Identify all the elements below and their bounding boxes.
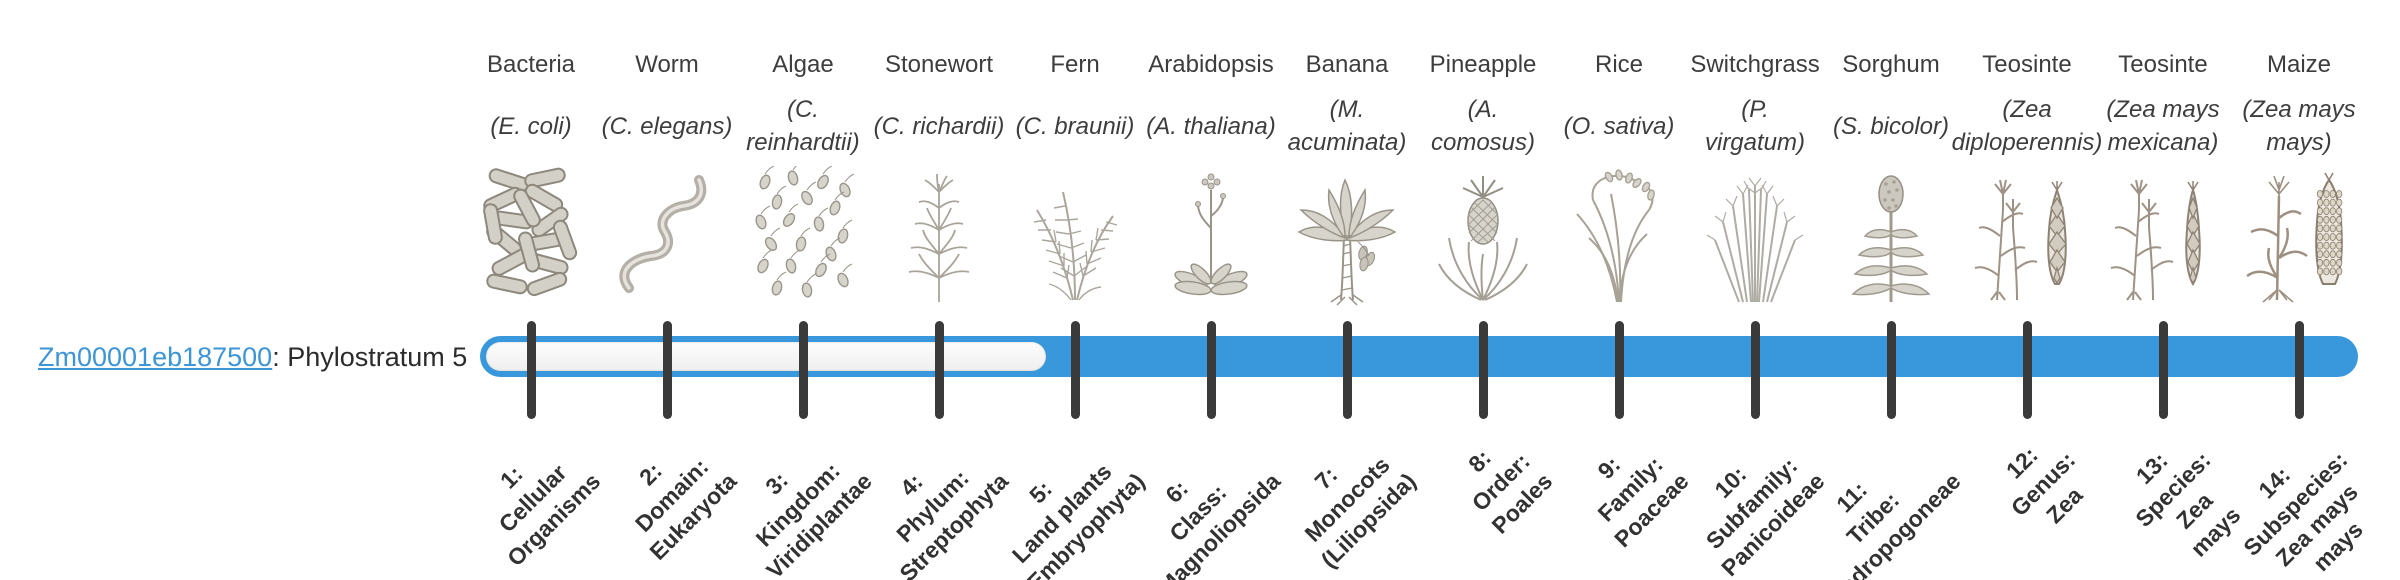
switchgrass-icon xyxy=(1687,164,1823,306)
stratum-tick-mark xyxy=(2022,321,2032,419)
stratum-label: 3: Kingdom: Viridiplantae xyxy=(751,457,878,580)
organism-scientific-name-text: (C. braunii) xyxy=(1015,112,1135,140)
stratum-tick-mark xyxy=(2294,321,2304,419)
stratum-tick-mark xyxy=(798,321,808,419)
organism-scientific-name: (A. thaliana) xyxy=(1131,84,1291,168)
maize-icon xyxy=(2231,164,2367,306)
organism-scientific-name-text: (Zea diploperennis) xyxy=(1951,96,2103,156)
organism-scientific-name: (S. bicolor) xyxy=(1811,84,1971,168)
organism-scientific-name-text: (M. acuminata) xyxy=(1287,96,1407,156)
organism-scientific-name: (M. acuminata) xyxy=(1267,84,1427,168)
stratum-label: 2: Domain: Eukaryota xyxy=(629,453,742,565)
stonewort-icon xyxy=(871,164,1007,306)
organism-scientific-name: (P. virgatum) xyxy=(1675,84,1835,168)
organism-scientific-name: (Zea mays mays) xyxy=(2219,84,2379,168)
stratum-tick-mark xyxy=(2158,321,2168,419)
organism-name: Teosinte xyxy=(2118,51,2208,78)
gene-link[interactable]: Zm00001eb187500 xyxy=(38,342,273,372)
stratum-label: 7: Monocots (Liliopsida) xyxy=(1299,451,1422,573)
stratum-label: 8: Order: Poales xyxy=(1462,444,1558,539)
stratum-tick-mark xyxy=(934,321,944,419)
stratum-tick-mark xyxy=(1070,321,1080,419)
organism-scientific-name: (C. richardii) xyxy=(859,84,1019,168)
algae-icon xyxy=(735,164,871,306)
organism-scientific-name-text: (C. reinhardtii) xyxy=(746,96,860,156)
gene-label: Zm00001eb187500: Phylostratum 5 xyxy=(38,341,467,373)
banana-icon xyxy=(1279,164,1415,306)
phylo-bar-unfilled-track xyxy=(486,342,1046,371)
arabidopsis-icon xyxy=(1143,164,1279,306)
organism-name: Algae xyxy=(772,51,834,78)
organism-scientific-name-text: (A. thaliana) xyxy=(1146,112,1276,140)
stratum-tick-mark xyxy=(526,321,536,419)
organism-name: Sorghum xyxy=(1842,51,1940,78)
stratum-tick-mark xyxy=(662,321,672,419)
organism-scientific-name: (E. coli) xyxy=(451,84,611,168)
stratum-label: 1: Cellular Organisms xyxy=(493,459,606,572)
stratum-label: 14: Subspecies: Zea mays mays xyxy=(2237,446,2368,577)
teosinte-diploperennis-icon xyxy=(1959,164,2095,306)
organism-name: Banana xyxy=(1305,51,1389,78)
stratum-tick-mark xyxy=(1342,321,1352,419)
organism-name: Worm xyxy=(635,51,699,78)
fern-icon xyxy=(1007,164,1143,306)
teosinte-mexicana-icon xyxy=(2095,164,2231,306)
stratum-tick-mark xyxy=(1206,321,1216,419)
organism-scientific-name-text: (Zea mays mexicana) xyxy=(2106,96,2220,156)
stratum-tick-mark xyxy=(1886,321,1896,419)
organism-scientific-name-text: (S. bicolor) xyxy=(1832,112,1950,140)
organism-scientific-name: (A. comosus) xyxy=(1403,84,1563,168)
organism-scientific-name: (Zea diploperennis) xyxy=(1947,84,2107,168)
stratum-label: 9: Family: Poaceae xyxy=(1592,451,1694,553)
organism-name: Fern xyxy=(1050,51,1100,78)
organism-name: Stonewort xyxy=(884,51,994,78)
organism-scientific-name: (Zea mays mexicana) xyxy=(2083,84,2243,168)
gene-phylostratum-text: : Phylostratum 5 xyxy=(272,342,468,372)
organism-scientific-name: (C. reinhardtii) xyxy=(723,84,883,168)
organism-name: Switchgrass xyxy=(1690,51,1820,78)
organism-name: Pineapple xyxy=(1429,51,1537,78)
stratum-tick-mark xyxy=(1478,321,1488,419)
pineapple-icon xyxy=(1415,164,1551,306)
organism-name: Bacteria xyxy=(486,51,576,78)
organism-scientific-name-text: (E. coli) xyxy=(490,112,572,140)
organism-scientific-name: (C. elegans) xyxy=(587,84,747,168)
stratum-tick-mark xyxy=(1614,321,1624,419)
organism-scientific-name-text: (C. elegans) xyxy=(601,112,733,140)
organism-scientific-name: (O. sativa) xyxy=(1539,84,1699,168)
stratum-label: 12: Genus: Zea xyxy=(2000,441,2088,529)
rice-icon xyxy=(1551,164,1687,306)
organism-scientific-name-text: (P. virgatum) xyxy=(1704,96,1806,156)
sorghum-icon xyxy=(1823,164,1959,306)
organism-scientific-name: (C. braunii) xyxy=(995,84,1155,168)
organism-name: Maize xyxy=(2266,51,2332,78)
organism-scientific-name-text: (O. sativa) xyxy=(1563,112,1675,140)
organism-name: Arabidopsis xyxy=(1148,51,1274,78)
organism-scientific-name-text: (C. richardii) xyxy=(873,112,1005,140)
organism-name: Rice xyxy=(1594,51,1643,78)
organism-scientific-name-text: (Zea mays mays) xyxy=(2242,96,2356,156)
organism-name: Teosinte xyxy=(1982,51,2072,78)
stratum-tick-mark xyxy=(1750,321,1760,419)
worm-icon xyxy=(599,164,735,306)
phylo-bar xyxy=(480,336,2358,377)
bacteria-icon xyxy=(463,164,599,306)
organism-scientific-name-text: (A. comosus) xyxy=(1430,96,1536,156)
